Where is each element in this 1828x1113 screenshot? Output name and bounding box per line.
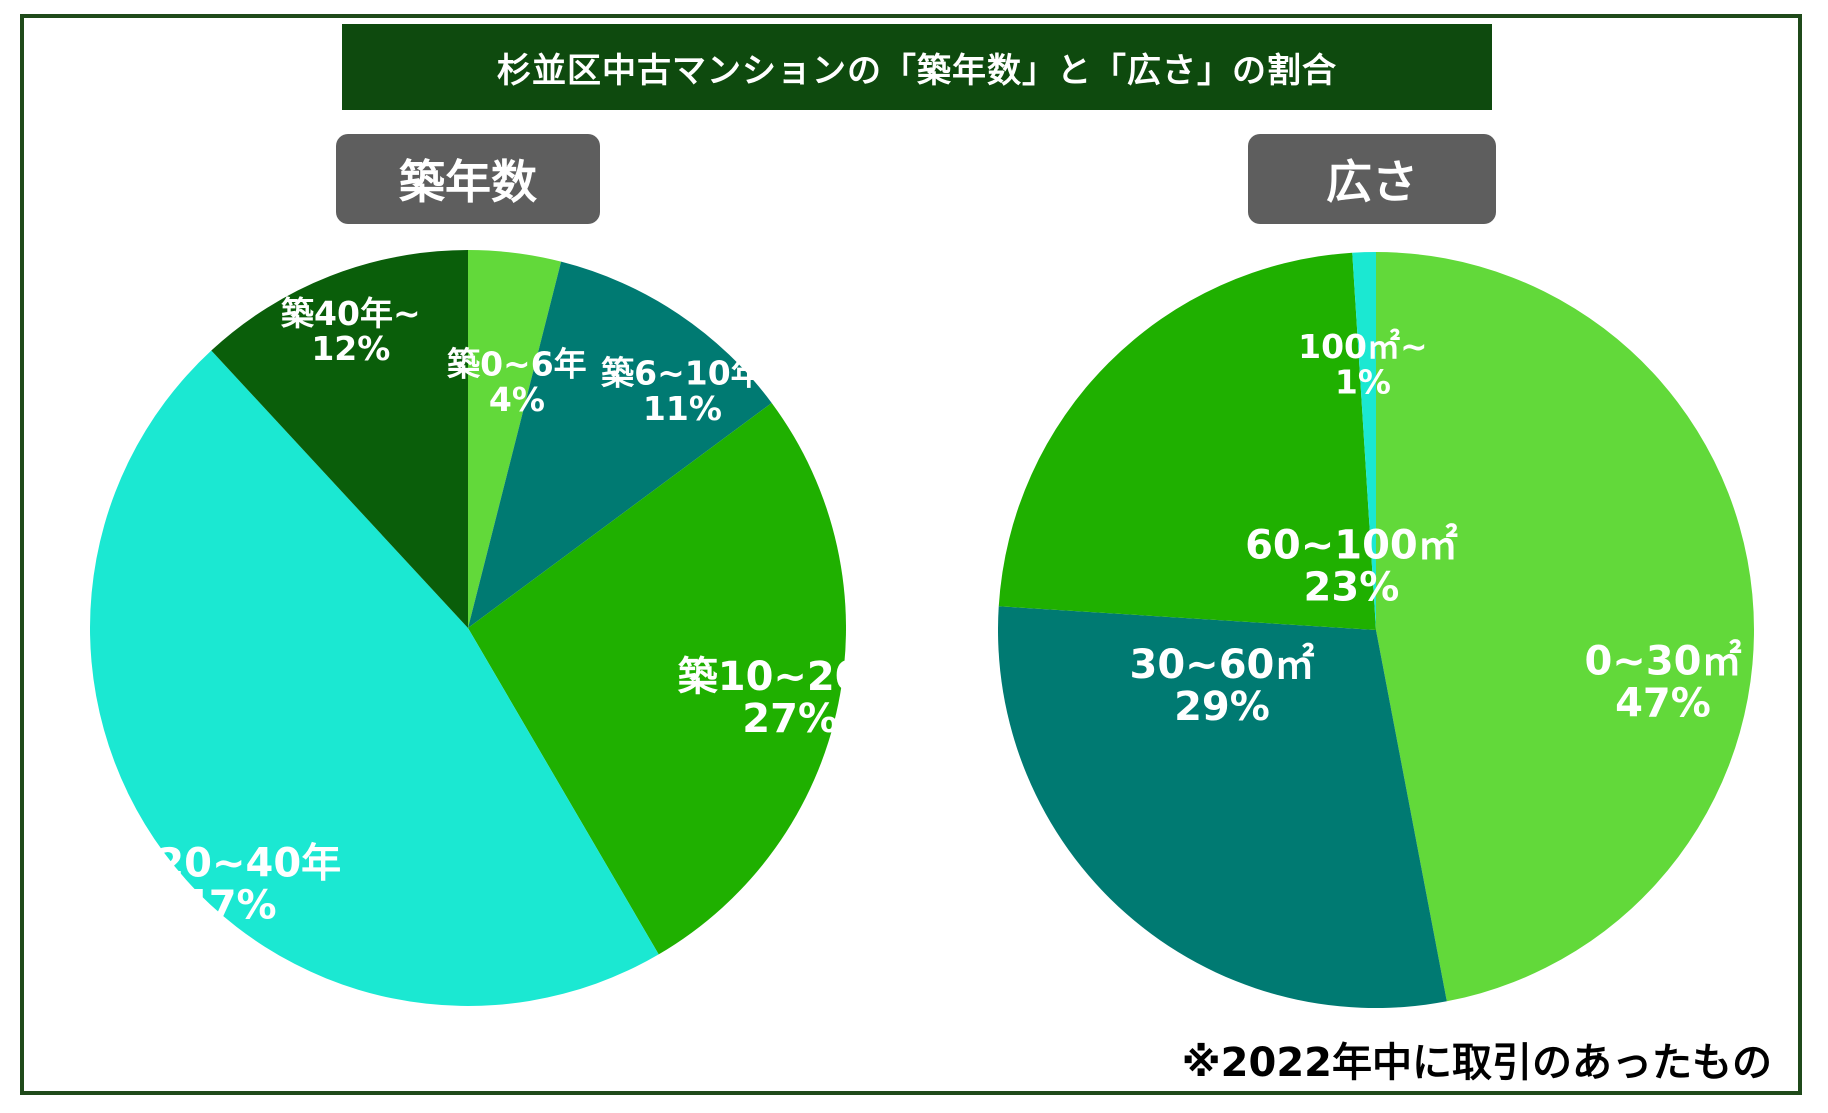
age-slice-value-4: 12% <box>311 329 390 368</box>
age-slice-value-3: 47% <box>181 882 277 928</box>
age-slice-4 <box>211 249 468 628</box>
age-slice-value-2: 27% <box>742 696 838 742</box>
size-slice-0 <box>1376 252 1754 1002</box>
chart-frame <box>20 14 1802 1095</box>
size-slice-1 <box>997 606 1447 1008</box>
size-slice-label-2: 60~100㎡ <box>1245 523 1458 569</box>
footnote: ※2022年中に取引のあったもの <box>1181 1040 1772 1086</box>
age-slice-value-0: 4% <box>489 380 545 419</box>
size-slice-label-1: 30~60㎡ <box>1130 642 1315 688</box>
size-slice-value-0: 47% <box>1615 681 1711 727</box>
size-slice-label-3: 100㎡~ <box>1298 327 1428 366</box>
size-slice-2 <box>998 252 1376 630</box>
age-slice-label-3: 築20~40年 <box>116 840 341 886</box>
size-slice-3 <box>1352 252 1376 630</box>
age-slice-label-4: 築40年~ <box>281 294 421 333</box>
age-slice-1 <box>468 261 772 628</box>
age-chart-title: 築年数 <box>336 134 600 224</box>
size-chart-title: 広さ <box>1248 134 1496 224</box>
age-slice-2 <box>468 402 846 955</box>
age-slice-label-0: 築0~6年 <box>447 345 587 384</box>
main-title: 杉並区中古マンションの「築年数」と「広さ」の割合 <box>342 24 1492 110</box>
size-slice-label-0: 0~30㎡ <box>1584 639 1741 685</box>
age-slice-value-1: 11% <box>643 389 722 428</box>
age-slice-3 <box>90 350 659 1006</box>
size-slice-value-2: 23% <box>1304 565 1400 611</box>
age-slice-label-2: 築10~20年 <box>678 654 903 700</box>
age-slice-0 <box>468 250 562 628</box>
size-slice-value-3: 1% <box>1335 362 1391 401</box>
age-slice-label-1: 築6~10年 <box>601 354 764 393</box>
size-slice-value-1: 29% <box>1174 684 1270 730</box>
